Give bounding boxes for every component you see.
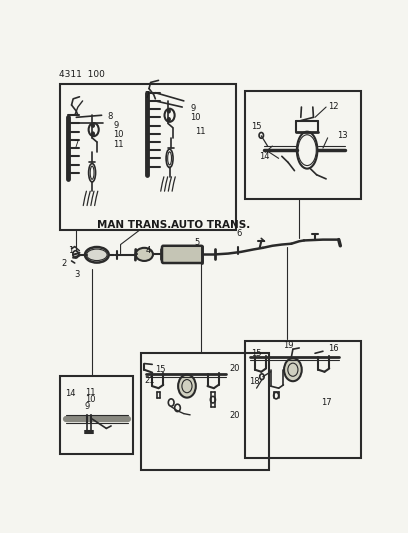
Text: 11: 11 [85, 388, 95, 397]
Text: 13: 13 [337, 131, 348, 140]
Circle shape [168, 118, 170, 121]
Text: 19: 19 [284, 341, 294, 350]
Bar [60, 376, 133, 454]
Text: 15: 15 [251, 349, 262, 358]
Text: 20: 20 [230, 411, 240, 420]
Text: 7: 7 [144, 92, 150, 101]
Text: 9: 9 [85, 402, 90, 411]
Text: 10: 10 [113, 130, 124, 139]
Ellipse shape [135, 248, 153, 261]
Text: 14: 14 [66, 390, 76, 399]
Text: 11: 11 [195, 127, 205, 136]
Ellipse shape [85, 247, 109, 263]
Circle shape [168, 109, 170, 113]
Circle shape [284, 358, 302, 381]
Bar [246, 91, 361, 199]
Text: MAN TRANS.: MAN TRANS. [97, 220, 171, 230]
Text: 7: 7 [73, 140, 78, 149]
Text: 10: 10 [190, 113, 201, 122]
Text: 17: 17 [322, 398, 332, 407]
Bar [141, 353, 269, 470]
Text: 21: 21 [144, 376, 155, 385]
Text: 4: 4 [146, 246, 151, 255]
Text: 20: 20 [230, 364, 240, 373]
Text: 15: 15 [251, 122, 262, 131]
Circle shape [92, 124, 94, 127]
Text: 16: 16 [328, 344, 339, 353]
Text: 6: 6 [236, 229, 242, 238]
Text: 10: 10 [85, 395, 95, 404]
Circle shape [92, 132, 94, 135]
Text: 2: 2 [62, 260, 67, 268]
Text: 9: 9 [190, 104, 195, 113]
Text: 15: 15 [155, 365, 166, 374]
Text: 11: 11 [113, 140, 124, 149]
Text: 4311  100: 4311 100 [59, 70, 105, 79]
FancyBboxPatch shape [162, 246, 202, 263]
Text: 18: 18 [249, 377, 260, 386]
Text: 3: 3 [75, 270, 80, 279]
Text: AUTO TRANS.: AUTO TRANS. [171, 220, 251, 230]
Text: 1: 1 [69, 246, 73, 255]
Text: 9: 9 [113, 120, 119, 130]
Text: 12: 12 [328, 102, 338, 111]
Bar [60, 84, 236, 230]
Circle shape [178, 375, 196, 398]
Text: 5: 5 [195, 238, 200, 247]
Text: 14: 14 [259, 152, 270, 161]
Bar [246, 341, 361, 458]
Text: 8: 8 [107, 111, 113, 120]
